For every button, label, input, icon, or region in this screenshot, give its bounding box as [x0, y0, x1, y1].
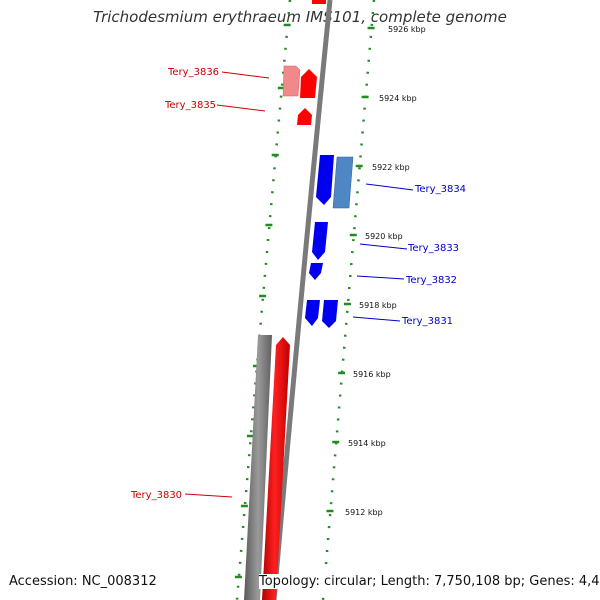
gene-label-tery-3835[interactable]: Tery_3835 — [164, 100, 216, 111]
outer-major-ticks — [326, 26, 375, 513]
gene-label-tery-3831[interactable]: Tery_3831 — [401, 316, 453, 327]
kbp-label: 5924 kbp — [379, 94, 417, 103]
gene-label-leaders — [184, 71, 414, 498]
reverse-gene-features — [305, 155, 354, 328]
gene-label-tery-3834[interactable]: Tery_3834 — [414, 184, 466, 195]
gene-feature-tery-3831[interactable] — [322, 300, 338, 328]
kbp-label: 5922 kbp — [372, 163, 410, 172]
forward-gene-features — [244, 0, 326, 600]
kbp-label: 5916 kbp — [353, 370, 391, 379]
gene-feature-tery-3835[interactable] — [297, 108, 312, 125]
genome-backbone — [271, 0, 333, 600]
gene-feature-tery-3832[interactable] — [309, 263, 323, 280]
gene-feature-tery-3833[interactable] — [312, 222, 328, 260]
gene-feature-tery-3836[interactable] — [300, 69, 317, 98]
kbp-scale-labels: 5926 kbp 5924 kbp 5922 kbp 5920 kbp 5918… — [345, 25, 426, 517]
gene-feature-grey-large[interactable] — [244, 335, 272, 600]
kbp-label: 5918 kbp — [359, 301, 397, 310]
gene-label-tery-3836[interactable]: Tery_3836 — [167, 67, 219, 78]
topology-text: Topology: circular; Length: 7,750,108 bp… — [259, 574, 600, 589]
kbp-label: 5914 kbp — [348, 439, 386, 448]
gene-label-tery-3832[interactable]: Tery_3832 — [405, 275, 457, 286]
gene-feature-tery-3830[interactable] — [262, 337, 290, 600]
kbp-label: 5926 kbp — [388, 25, 426, 34]
gene-label-tery-3830[interactable]: Tery_3830 — [130, 490, 182, 501]
outer-dotted-track — [321, 0, 376, 600]
gene-feature-tery-3836-light[interactable] — [282, 65, 301, 97]
gene-feature-tery-3831-a[interactable] — [305, 300, 320, 326]
inner-dotted-track — [235, 0, 292, 600]
map-title: Trichodesmium erythraeum IMS101, complet… — [93, 8, 507, 26]
accession-text: Accession: NC_008312 — [9, 574, 157, 589]
gene-labels: Tery_3836 Tery_3835 Tery_3834 Tery_3833 … — [130, 67, 466, 501]
kbp-label: 5920 kbp — [365, 232, 403, 241]
gene-label-tery-3833[interactable]: Tery_3833 — [407, 243, 459, 254]
gene-feature-tery-3834-light[interactable] — [332, 156, 354, 209]
kbp-label: 5912 kbp — [345, 508, 383, 517]
gene-feature-tery-3834[interactable] — [316, 155, 334, 205]
